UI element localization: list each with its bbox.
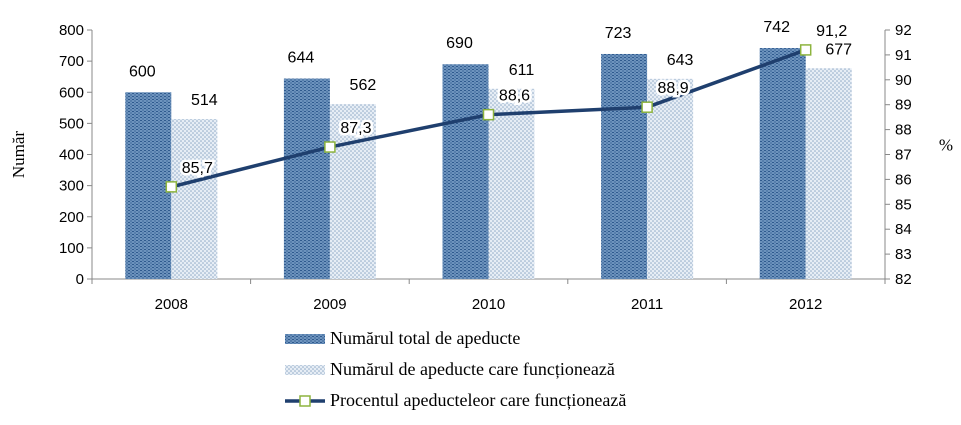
bar-functional: [647, 78, 694, 280]
legend-swatch-total: [285, 334, 325, 344]
legend-swatch-percent-marker: [299, 395, 311, 407]
line-marker: [799, 44, 812, 56]
bar-total: [601, 53, 648, 280]
data-label-percent: 88,6: [499, 88, 530, 105]
y2-tick-label: 87: [895, 147, 912, 164]
y-tick-label: 700: [59, 53, 84, 70]
bar-functional: [171, 119, 218, 279]
y2-tick-label: 92: [895, 22, 912, 39]
y-tick-label: 400: [59, 147, 84, 164]
bar-total: [283, 78, 330, 280]
bar-functional: [329, 104, 376, 279]
y2-tick-label: 84: [895, 221, 912, 238]
legend-label-functional: Numărul de apeducte care funcționează: [330, 359, 615, 379]
y-tick-label: 200: [59, 209, 84, 226]
y2-tick-label: 85: [895, 196, 912, 213]
x-tick-label: 2008: [155, 296, 188, 313]
data-label-functional: 611: [509, 62, 535, 79]
bar-total: [442, 64, 489, 279]
data-label-total: 742: [763, 19, 790, 36]
data-label-functional: 514: [191, 92, 218, 109]
bar-total: [125, 92, 172, 279]
y2-tick-label: 91: [895, 47, 912, 64]
y2-tick-label: 89: [895, 97, 912, 114]
y2-tick-label: 83: [895, 246, 912, 263]
y-tick-label: 800: [59, 22, 84, 39]
data-label-total: 600: [129, 63, 156, 80]
data-label-functional: 677: [825, 41, 852, 58]
x-tick-label: 2010: [472, 296, 505, 313]
y2-tick-label: 90: [895, 72, 912, 89]
bar-functional: [805, 68, 852, 279]
bar-functional: [488, 88, 535, 279]
data-label-percent: 87,3: [340, 120, 371, 137]
x-tick-label: 2012: [789, 296, 822, 313]
x-tick-label: 2011: [631, 296, 663, 313]
y2-tick-label: 82: [895, 271, 912, 288]
x-tick-label: 2009: [313, 296, 346, 313]
y-tick-label: 600: [59, 84, 84, 101]
legend-label-percent: Procentul apeducteleor care funcționează: [330, 390, 626, 410]
legend-label-total: Numărul total de apeducte: [330, 328, 520, 348]
y-tick-label: 0: [76, 271, 84, 288]
line-marker: [641, 101, 653, 113]
data-label-functional: 562: [350, 77, 377, 94]
line-marker: [165, 181, 178, 193]
data-label-percent: 91,2: [816, 23, 847, 40]
y-tick-label: 500: [59, 115, 84, 132]
data-label-total: 644: [288, 50, 315, 67]
y2-axis-title: %: [939, 136, 953, 155]
line-marker: [482, 108, 495, 121]
data-label-total: 690: [446, 35, 473, 52]
bar-total: [759, 48, 806, 279]
data-label-functional: 643: [667, 52, 694, 69]
y2-tick-label: 88: [895, 122, 912, 139]
line-marker: [324, 141, 336, 153]
legend-swatch-functional: [285, 365, 325, 375]
y-axis-title: Număr: [9, 131, 28, 179]
data-label-total: 723: [605, 25, 632, 42]
y-tick-label: 300: [59, 178, 84, 195]
data-label-percent: 85,7: [182, 160, 213, 177]
y2-tick-label: 86: [895, 171, 912, 188]
y-tick-label: 100: [59, 240, 84, 257]
data-label-percent: 88,9: [658, 80, 689, 97]
